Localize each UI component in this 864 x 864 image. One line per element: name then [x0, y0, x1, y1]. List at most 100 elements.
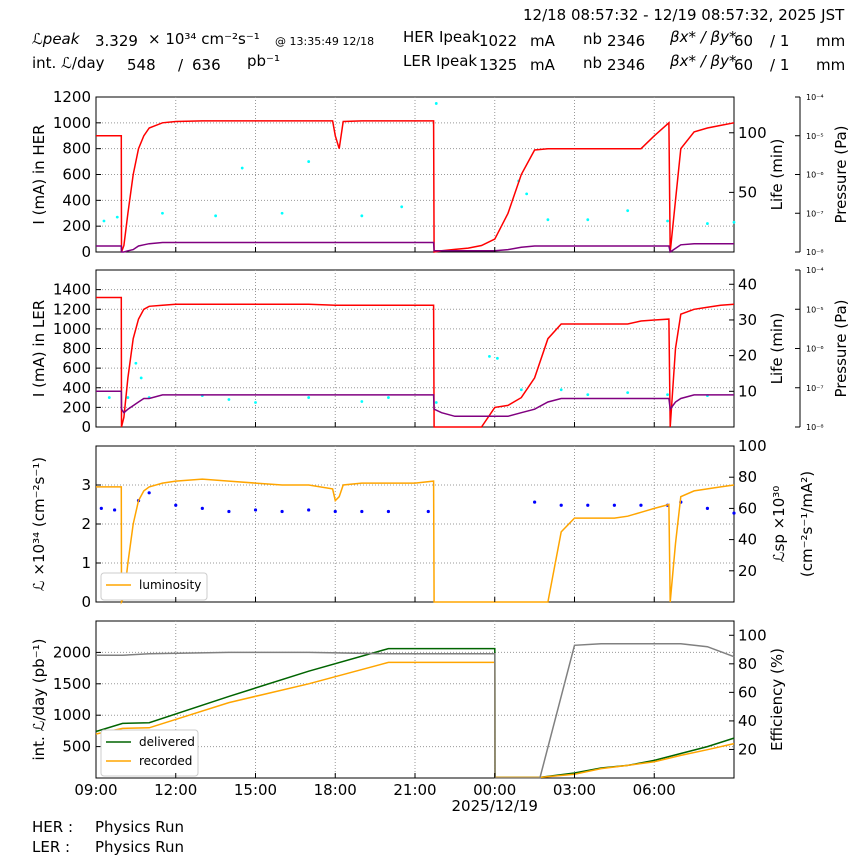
int-rtick-label: 80 [738, 655, 757, 673]
int-ytick-label: 2000 [53, 643, 91, 661]
ler-pressure-point [496, 356, 499, 360]
her-ptick-label: 10⁻⁴ [806, 93, 824, 102]
xtick-label: 21:00 [393, 781, 436, 799]
specific-luminosity-point [612, 503, 616, 507]
specific-luminosity-point [253, 508, 258, 512]
lpeak-time: @ 13:35:49 12/18 [275, 35, 375, 48]
lum-ytick-label: 0 [81, 593, 91, 611]
specific-luminosity-point [426, 509, 430, 514]
ler-ytick-label: 400 [62, 379, 91, 397]
her-pressure-point [586, 218, 590, 222]
xtick-label: 00:00 [473, 781, 516, 799]
ler-series-ler-current [96, 296, 735, 428]
int-ytick-label: 1000 [53, 706, 91, 724]
her-pressure-point [732, 220, 736, 224]
specific-luminosity-point [227, 509, 231, 514]
int-lum-value: 548 [127, 56, 156, 74]
specific-luminosity-point [360, 509, 364, 514]
ler-pressure-label: Pressure (Pa) [832, 299, 850, 397]
lpeak-label: ℒpeak [32, 30, 80, 48]
her-pressure-point [161, 211, 164, 215]
ler-beta-value: 60 [734, 56, 754, 74]
ler-ptick-label: 10⁻⁴ [806, 266, 824, 275]
lum-ylabel: ℒ ×10³⁴ (cm⁻²s⁻¹) [30, 457, 48, 591]
ler-ipeak-label: LER Ipeak [403, 52, 478, 70]
her-beta-label: βx* / βy* [670, 28, 737, 46]
int-lum-total: 636 [192, 56, 221, 74]
ler-ytick-label: 1200 [53, 300, 91, 318]
lum-rtick-label: 60 [738, 499, 757, 517]
int-rtick-label: 100 [738, 626, 767, 644]
ler-rtick-label: 20 [738, 347, 757, 365]
ler-ipeak-unit: mA [530, 56, 555, 74]
her-ytick-label: 400 [62, 191, 91, 209]
her-ytick-label: 600 [62, 166, 91, 184]
ler-beta-unit: mm [816, 56, 846, 74]
her-ytick-label: 200 [62, 217, 91, 235]
ler-status-label: LER : [32, 838, 71, 856]
ler-beta-value2: / 1 [770, 56, 790, 74]
specific-luminosity-point [174, 503, 178, 507]
ler-pressure-point [227, 398, 231, 401]
her-pressure-point [400, 205, 404, 209]
int-legend-label: recorded [139, 754, 192, 768]
her-pressure-point [666, 219, 669, 223]
lum-ytick-label: 2 [81, 515, 91, 533]
lum-rtick-label: 20 [738, 562, 757, 580]
ler-rtick-label: 30 [738, 311, 757, 329]
ler-nb-value: 2346 [607, 56, 646, 74]
int-ylabel: int. ℒ/day (pb⁻¹) [30, 639, 48, 761]
ler-rtick-label: 10 [738, 382, 757, 400]
her-pressure-point [214, 214, 218, 218]
her-series-her-life [96, 241, 734, 254]
ler-ytick-label: 0 [81, 418, 91, 436]
ler-ytick-label: 800 [62, 340, 91, 358]
ler-pressure-point [360, 400, 364, 403]
ler-ptick-label: 10⁻⁶ [806, 345, 824, 354]
lum-series-luminosity [96, 478, 735, 605]
her-ptick-label: 10⁻⁶ [806, 171, 824, 180]
ler-pressure-point [307, 396, 311, 399]
ler-series-ler-life [96, 390, 734, 418]
int-ytick-label: 1500 [53, 675, 91, 693]
her-status-label: HER : [32, 818, 74, 836]
int-ytick-label: 500 [62, 738, 91, 756]
ler-pressure-point [254, 401, 257, 404]
xtick-label: 06:00 [633, 781, 676, 799]
int-series-efficiency [96, 643, 735, 779]
specific-luminosity-point [113, 508, 117, 512]
her-pressure-point [626, 209, 630, 213]
her-pressure-point [434, 102, 438, 105]
her-ptick-label: 10⁻⁵ [806, 132, 824, 141]
int-lum-sep: / [178, 56, 184, 74]
specific-luminosity-point [586, 503, 590, 507]
int-lum-label: int. ℒ/day [32, 54, 105, 72]
her-pressure-point [115, 215, 119, 219]
lum-ytick-label: 3 [81, 476, 91, 494]
int-lum-unit: pb⁻¹ [247, 52, 280, 70]
int-rlabel: Efficiency (%) [768, 648, 786, 751]
xtick-label: 12:00 [154, 781, 197, 799]
int-rtick-label: 20 [738, 740, 757, 758]
xtick-label: 03:00 [553, 781, 596, 799]
ler-rtick-label: 40 [738, 275, 757, 293]
lpeak-value: 3.329 [95, 32, 138, 50]
ler-ipeak-value: 1325 [479, 56, 518, 74]
ler-ptick-label: 10⁻⁵ [806, 305, 824, 314]
her-pressure-point [240, 166, 244, 170]
her-ptick-label: 10⁻⁸ [806, 248, 824, 257]
ler-ytick-label: 1400 [53, 281, 91, 299]
her-beta-value2: / 1 [770, 32, 790, 50]
ler-pressure-point [126, 396, 130, 399]
ler-pressure-point [519, 388, 523, 392]
her-rtick-label: 50 [738, 183, 757, 201]
ler-pressure-point [139, 376, 143, 380]
her-nb-label: nb [583, 30, 603, 48]
her-pressure-point [102, 219, 106, 223]
lum-legend-box [100, 572, 208, 601]
ler-pressure-point [134, 361, 138, 365]
lum-legend-label: luminosity [139, 578, 201, 592]
lum-rtick-label: 80 [738, 468, 757, 486]
specific-luminosity-point [307, 508, 311, 512]
